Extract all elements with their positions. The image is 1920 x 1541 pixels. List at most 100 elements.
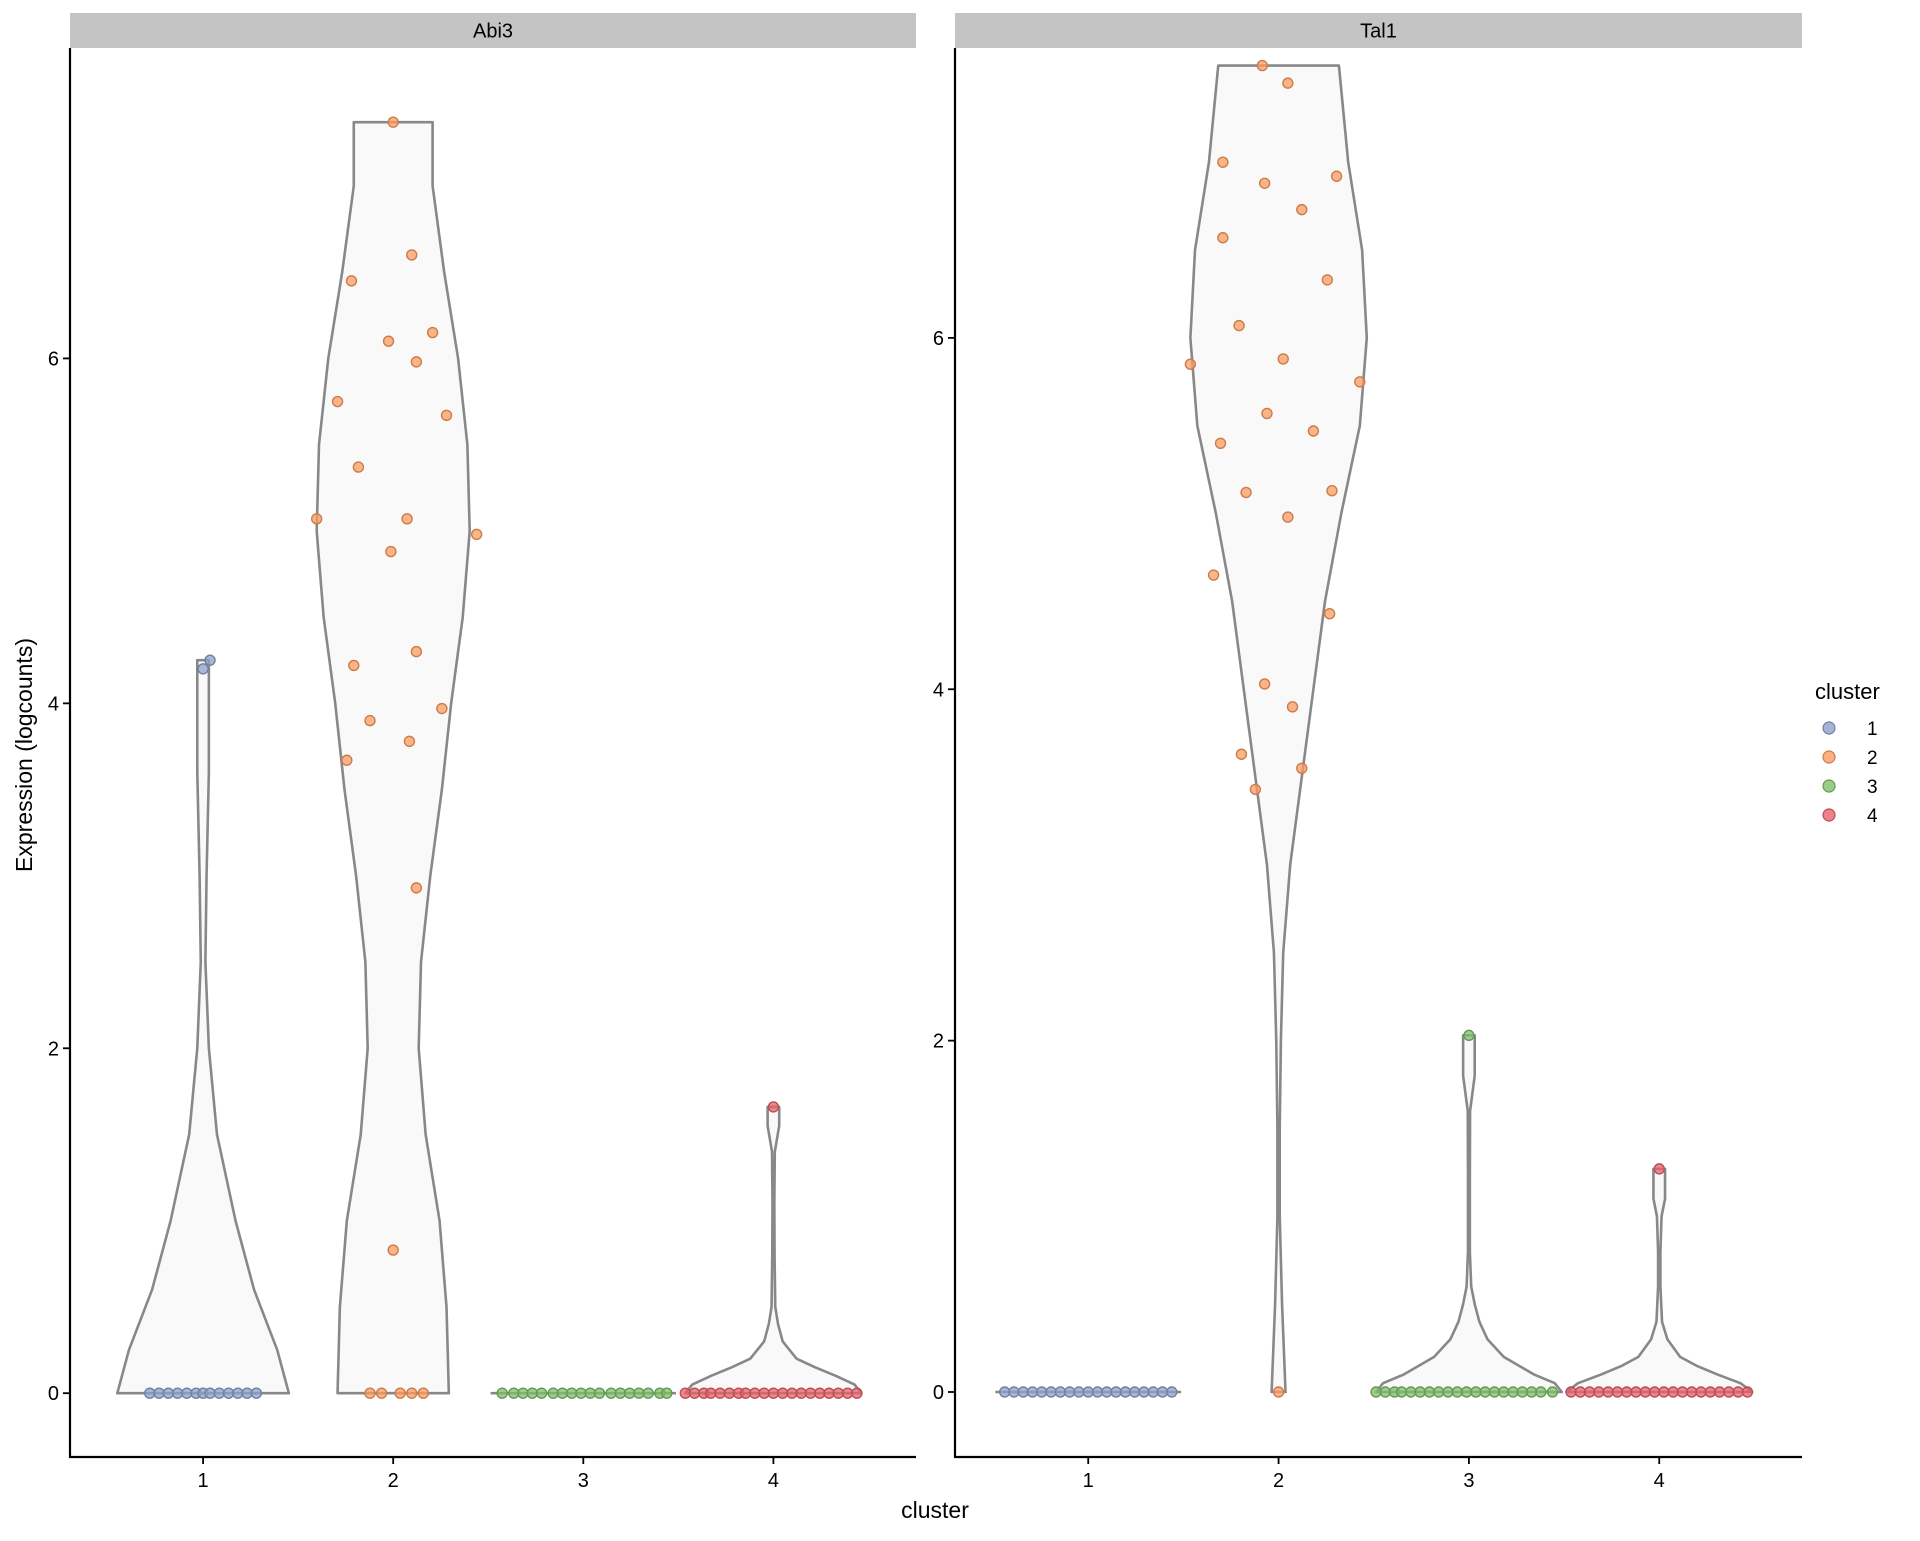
data-point-cluster-3: [1516, 1386, 1528, 1398]
violin-cluster-3: [1374, 1034, 1564, 1394]
data-point-cluster-4: [1639, 1386, 1652, 1398]
data-point-cluster-4: [1648, 1386, 1661, 1398]
data-point-cluster-1: [153, 1387, 165, 1399]
data-point-cluster-4: [705, 1387, 717, 1399]
data-point-cluster-4: [688, 1387, 701, 1399]
data-point-cluster-2: [1296, 203, 1308, 216]
panels: Abi3 0 2 4 6 1 2 3 4 Tal1 0 2 4 6 1 2 3 4: [48, 13, 1802, 1492]
data-point-cluster-1: [1082, 1386, 1094, 1398]
data-point-cluster-4: [786, 1387, 798, 1399]
data-point-cluster-2: [331, 395, 344, 408]
facet-strip-label: Tal1: [1360, 21, 1397, 43]
legend-entries: 1 2 3 4: [1822, 719, 1878, 827]
data-point-cluster-4: [1713, 1386, 1726, 1398]
data-point-cluster-2: [1326, 485, 1338, 497]
data-point-cluster-1: [1063, 1386, 1076, 1398]
x-tick-label: 2: [1273, 1470, 1284, 1492]
legend-key-4: [1822, 808, 1836, 822]
data-point-cluster-2: [364, 714, 376, 727]
violin-cluster-2: [1189, 64, 1369, 1394]
data-point-cluster-3: [605, 1387, 617, 1399]
legend-key-1: [1822, 721, 1836, 735]
data-point-cluster-2: [440, 409, 453, 422]
data-point-cluster-1: [1110, 1386, 1122, 1398]
legend-label-2: 2: [1867, 748, 1878, 769]
data-point-cluster-1: [1156, 1386, 1169, 1398]
data-point-cluster-1: [998, 1386, 1011, 1398]
y-tick-label: 6: [48, 348, 59, 370]
data-point-cluster-1: [1036, 1386, 1048, 1398]
violin-cluster-4: [1565, 1167, 1754, 1394]
data-point-cluster-2: [1207, 569, 1220, 581]
y-tick-label: 4: [933, 679, 944, 701]
data-point-cluster-1: [1147, 1386, 1159, 1398]
legend-key-3: [1822, 779, 1836, 793]
data-point-cluster-2: [401, 513, 413, 525]
y-axis-title: Expression (logcounts): [11, 638, 37, 872]
data-point-cluster-4: [1630, 1386, 1642, 1398]
data-point-cluster-4: [1565, 1386, 1577, 1398]
facet-strip: [70, 13, 916, 48]
data-point-cluster-3: [1379, 1386, 1392, 1398]
data-point-cluster-4: [1667, 1386, 1679, 1398]
data-point-cluster-4: [1741, 1386, 1754, 1398]
y-tick-label: 6: [933, 328, 944, 350]
data-point-cluster-3: [1442, 1386, 1454, 1398]
data-point-cluster-3: [1370, 1386, 1382, 1398]
facet-strip-label: Abi3: [473, 21, 513, 43]
data-point-cluster-4: [1593, 1386, 1605, 1398]
y-tick-label: 2: [933, 1031, 944, 1053]
data-point-cluster-1: [222, 1387, 235, 1399]
y-tick-label: 0: [933, 1382, 944, 1404]
data-point-cluster-2: [364, 1387, 376, 1399]
data-point-cluster-2: [406, 1387, 418, 1399]
data-point-cluster-2: [1235, 748, 1248, 760]
data-point-cluster-3: [1535, 1386, 1547, 1398]
data-point-cluster-2: [1277, 353, 1289, 365]
data-point-cluster-4: [679, 1387, 692, 1399]
data-point-cluster-3: [1460, 1386, 1473, 1398]
data-point-cluster-2: [375, 1387, 388, 1399]
data-point-cluster-3: [496, 1387, 508, 1399]
data-point-cluster-3: [1433, 1386, 1445, 1398]
data-point-cluster-3: [1451, 1386, 1464, 1398]
data-point-cluster-1: [1008, 1386, 1020, 1398]
data-point-cluster-1: [1017, 1386, 1029, 1398]
data-point-cluster-3: [535, 1387, 548, 1399]
data-point-cluster-3: [661, 1387, 673, 1399]
data-point-cluster-4: [767, 1387, 780, 1399]
data-point-cluster-3: [1405, 1386, 1417, 1398]
data-point-cluster-1: [171, 1387, 184, 1399]
data-point-cluster-2: [406, 249, 418, 261]
data-point-cluster-3: [547, 1387, 559, 1399]
facet-strip: [955, 13, 1802, 48]
data-point-cluster-3: [642, 1387, 654, 1399]
data-point-cluster-4: [1574, 1386, 1587, 1398]
data-point-cluster-3: [1414, 1386, 1426, 1398]
data-point-cluster-3: [1546, 1386, 1559, 1398]
data-point-cluster-2: [436, 702, 448, 715]
data-point-cluster-2: [1323, 608, 1336, 620]
data-point-cluster-2: [410, 356, 423, 368]
data-point-cluster-4: [851, 1387, 863, 1399]
data-point-cluster-2: [348, 659, 360, 672]
data-point-cluster-2: [382, 335, 395, 347]
legend-key-2: [1822, 750, 1836, 764]
x-tick-label: 4: [768, 1470, 779, 1492]
data-point-cluster-3: [526, 1387, 538, 1399]
data-point-cluster-3: [566, 1387, 578, 1399]
data-point-cluster-3: [1498, 1386, 1510, 1398]
data-point-cluster-2: [1258, 678, 1271, 690]
data-point-cluster-4: [1653, 1163, 1665, 1175]
data-point-cluster-1: [204, 1387, 216, 1399]
data-point-cluster-4: [1621, 1386, 1633, 1398]
data-point-cluster-4: [823, 1387, 835, 1399]
data-point-cluster-4: [1686, 1386, 1698, 1398]
data-point-cluster-2: [1282, 511, 1294, 523]
data-point-cluster-4: [1658, 1386, 1670, 1398]
data-point-cluster-1: [250, 1387, 263, 1399]
data-point-cluster-1: [1128, 1386, 1141, 1398]
data-point-cluster-2: [470, 528, 483, 541]
data-point-cluster-1: [1054, 1386, 1067, 1398]
data-point-cluster-2: [1214, 437, 1227, 449]
